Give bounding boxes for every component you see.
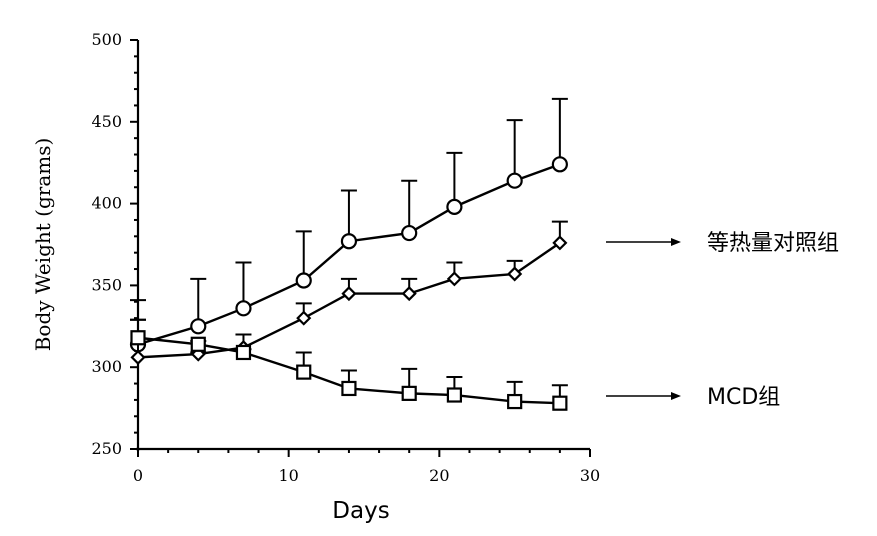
data-point-square <box>401 385 417 401</box>
annotations: 等热量对照组 MCD组 <box>606 231 839 410</box>
annotation-arrowhead-1 <box>671 238 681 246</box>
y-tick-label: 300 <box>91 357 122 376</box>
data-point-circle <box>295 272 312 289</box>
data-point-diamond <box>341 286 357 302</box>
data-point-square <box>235 344 252 361</box>
y-tick-label: 500 <box>91 30 122 49</box>
data-point-square <box>130 330 146 346</box>
y-tick-label: 250 <box>91 439 122 458</box>
data-point-diamond <box>552 235 568 251</box>
y-axis-label: Body Weight (grams) <box>31 138 55 352</box>
annotation-arrowhead-2 <box>671 392 681 400</box>
y-tick-label: 350 <box>91 275 122 294</box>
axes <box>136 40 590 451</box>
data-point-circle <box>190 318 207 335</box>
ticks <box>130 39 591 457</box>
x-tick-label: 20 <box>429 466 449 485</box>
data-point-diamond <box>446 271 462 287</box>
data-point-square <box>296 364 312 380</box>
data-point-circle <box>446 198 463 215</box>
series-layer <box>129 97 568 411</box>
data-point-circle <box>551 156 568 173</box>
x-tick-label: 10 <box>278 466 298 485</box>
tick-labels: 250 300 350 400 450 500 0 10 20 30 <box>91 30 600 485</box>
x-tick-label: 0 <box>133 466 143 485</box>
data-point-diamond <box>130 349 146 365</box>
x-axis-label: Days <box>332 498 389 524</box>
data-point-circle <box>340 233 358 250</box>
series-circle <box>129 97 568 353</box>
data-point-square <box>507 393 523 410</box>
data-point-diamond <box>296 310 312 326</box>
annotation-label-1: 等热量对照组 <box>707 231 839 256</box>
data-point-square <box>446 387 462 403</box>
data-point-circle <box>401 224 418 242</box>
y-tick-label: 400 <box>91 194 122 213</box>
data-point-square <box>341 380 357 397</box>
y-tick-label: 450 <box>91 112 122 131</box>
data-point-circle <box>235 300 252 317</box>
data-point-circle <box>506 172 523 189</box>
series-square <box>130 299 568 411</box>
data-point-square <box>190 336 206 352</box>
data-point-square <box>552 395 568 411</box>
x-tick-label: 30 <box>580 466 600 485</box>
annotation-label-2: MCD组 <box>707 385 780 410</box>
data-point-diamond <box>401 286 417 302</box>
data-point-diamond <box>507 266 523 282</box>
